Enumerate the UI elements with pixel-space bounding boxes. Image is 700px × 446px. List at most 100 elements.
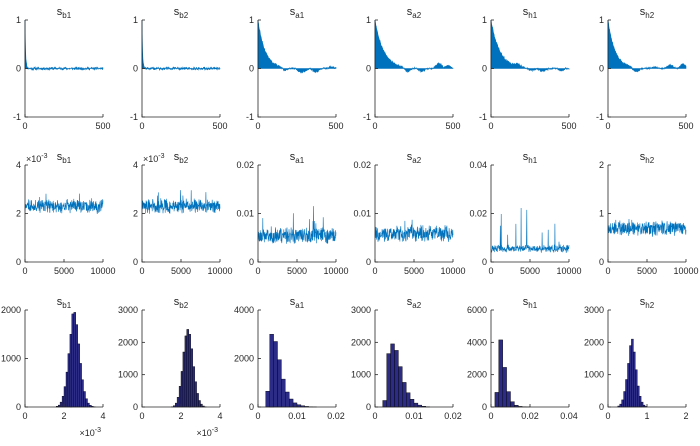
y-tick-label: 0 (133, 64, 138, 74)
histogram-bar (277, 359, 282, 408)
x-tick-label: 10000 (556, 266, 581, 276)
subplot-3-6: sh2 0 1000 2000 3000 0 1 2 (584, 296, 689, 421)
subplot-3-2: sb2 0 1000 2000 3000 0 2 4 ×10-3 (118, 296, 223, 438)
histogram-bar (200, 403, 203, 408)
histogram-bar (639, 396, 642, 408)
histogram-bar (190, 348, 193, 408)
histogram-bar (494, 392, 499, 408)
y-tick-label: 0.02 (236, 160, 254, 170)
acf-area (490, 19, 570, 73)
x-tick-label: 5000 (520, 266, 540, 276)
x-tick-label: 2 (683, 411, 688, 421)
y-tick-label: 0.04 (469, 160, 487, 170)
y-tick-label: 3000 (118, 305, 138, 315)
axis-lines (607, 165, 686, 263)
histogram-bar (390, 343, 395, 408)
histogram-bar (625, 379, 628, 408)
histogram-bar (413, 402, 419, 408)
y-tick-label: 0 (366, 402, 371, 412)
x-tick-label: 10000 (440, 266, 465, 276)
histogram-bar (633, 351, 636, 408)
x-tick-label: 2 (178, 411, 183, 421)
x-tick-label: 0 (255, 411, 260, 421)
x-tick-label: 0 (488, 266, 493, 276)
acf-area (24, 19, 104, 71)
axis-lines (257, 165, 336, 263)
subplot-3-1: sb1 0 1000 2000 0 2 4 ×10-3 (1, 296, 106, 438)
y-tick-label: 0 (249, 257, 254, 267)
y-tick-label: 1 (16, 15, 21, 25)
histogram-bar (289, 398, 294, 408)
x-tick-label: 500 (678, 121, 693, 131)
trace-line (490, 207, 570, 253)
y-tick-label: 4 (133, 160, 138, 170)
histogram-bar (292, 402, 298, 408)
x-tick-label: 0.02 (327, 411, 345, 421)
histogram-bar (640, 401, 644, 408)
x-tick-label: 0.01 (405, 411, 423, 421)
trace-line (257, 206, 337, 244)
histogram-bar (184, 335, 187, 408)
histogram-bar (77, 343, 80, 408)
trace-line (24, 193, 104, 214)
subplot-title: sa1 (290, 6, 305, 20)
subplot-2-1: sb1 0 2 4 0 5000 10000 ×10-3 (16, 151, 116, 276)
histogram-bar (510, 401, 515, 408)
subplot-title: sh1 (523, 151, 538, 165)
y-tick-label: 0.01 (236, 209, 254, 219)
histogram-bar (194, 381, 197, 408)
y-tick-label: 0 (249, 402, 254, 412)
subplot-title: sh2 (640, 296, 655, 310)
x-tick-label: 0 (139, 266, 144, 276)
histogram-bar (409, 399, 415, 408)
x-tick-label: 10000 (207, 266, 232, 276)
subplot-title: sh2 (640, 6, 655, 20)
y-tick-label: 2 (133, 209, 138, 219)
histogram-bar (196, 393, 199, 408)
axis-lines (374, 165, 453, 263)
histogram-bar (81, 379, 84, 408)
histogram-bar (506, 391, 511, 408)
y-tick-label: 1 (366, 15, 371, 25)
histogram-bar (502, 367, 507, 408)
x-tick-label: 0.02 (521, 411, 539, 421)
axis-lines (24, 165, 103, 263)
histogram-bar (75, 324, 78, 408)
subplot-title: sa2 (407, 6, 422, 20)
y-tick-label: 1000 (584, 370, 604, 380)
x-tick-label: 0 (22, 266, 27, 276)
histogram-bar (85, 398, 88, 408)
histogram-bar (83, 391, 86, 408)
subplot-3-5: sh1 0 2000 4000 6000 0 0.02 0.04 (467, 296, 578, 421)
x-tick-label: 0.04 (560, 411, 578, 421)
x-tick-label: 0 (139, 411, 144, 421)
x-tick-label: 0 (255, 266, 260, 276)
y-tick-label: -1 (596, 112, 604, 122)
y-tick-label: 0 (16, 257, 21, 267)
histogram-bar (623, 391, 626, 408)
x-tick-label: 2 (61, 411, 66, 421)
histogram-bar (629, 345, 632, 408)
histogram-bar (386, 353, 391, 408)
y-tick-label: 0.01 (353, 209, 371, 219)
subplot-title: sa2 (407, 151, 422, 165)
acf-area (374, 19, 454, 74)
axis-lines (141, 165, 220, 263)
x-tick-label: 500 (212, 121, 227, 131)
y-tick-label: 0 (599, 402, 604, 412)
y-exponent-label: ×10-3 (143, 153, 165, 164)
y-tick-label: 6000 (467, 305, 487, 315)
subplot-2-2: sb2 0 2 4 0 5000 10000 ×10-3 (133, 151, 233, 276)
x-tick-label: 0 (605, 411, 610, 421)
histogram-bar (398, 366, 403, 408)
subplot-2-4: sa2 0 0.01 0.02 0 5000 10000 (353, 151, 465, 276)
y-tick-label: 0.02 (353, 160, 371, 170)
subplot-title: sb1 (57, 6, 72, 20)
histogram-bar (198, 400, 201, 408)
histogram-bar (59, 401, 63, 408)
